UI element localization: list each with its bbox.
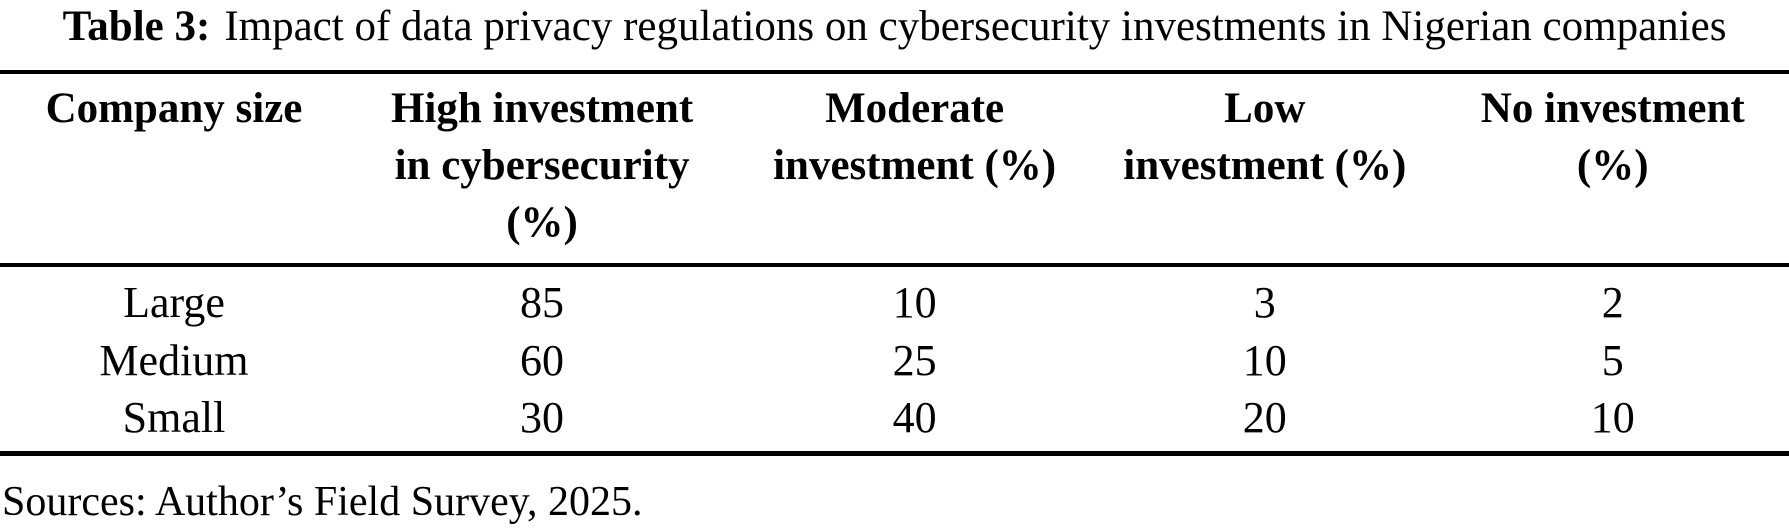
cell-value: 5: [1601, 335, 1624, 385]
column-header-high-investment: High investment in cybersecurity (%): [390, 85, 694, 246]
cell-value: 60: [520, 335, 565, 385]
column-header-low-investment: Low investment (%): [1123, 85, 1407, 189]
row-label: Medium: [99, 335, 249, 385]
table-caption: Table 3: Impact of data privacy regulatio…: [0, 2, 1789, 52]
cell-value: 2: [1601, 278, 1624, 327]
cell-value: 40: [892, 393, 937, 442]
table-row-large: Large 85 10 3 2: [0, 274, 1789, 332]
table-header-rule: [0, 263, 1789, 267]
cell-value: 10: [892, 278, 937, 327]
column-header-company-size: Company size: [45, 85, 303, 132]
table-source-note: Sources: Author’s Field Survey, 2025.: [2, 479, 643, 525]
table-caption-text: Impact of data privacy regulations on cy…: [224, 3, 1727, 50]
cell-value: 30: [520, 393, 565, 442]
table-header-row: Company size High investment in cybersec…: [0, 80, 1789, 251]
row-label: Small: [122, 393, 226, 442]
cell-value: 25: [892, 335, 937, 385]
cell-value: 10: [1590, 393, 1635, 442]
table-caption-label: Table 3:: [62, 3, 211, 50]
cell-value: 20: [1242, 393, 1287, 442]
row-label: Large: [123, 278, 225, 327]
table-top-rule: [0, 70, 1789, 74]
table-row-medium: Medium 60 25 10 5: [0, 332, 1789, 390]
cell-value: 10: [1242, 335, 1287, 385]
column-header-moderate-investment: Moderate investment (%): [773, 85, 1057, 189]
table-row-small: Small 30 40 20 10: [0, 389, 1789, 447]
table-bottom-rule: [0, 451, 1789, 456]
cell-value: 85: [520, 278, 565, 327]
table-body: Large 85 10 3 2 Medium 60 25 10 5 Small …: [0, 274, 1789, 447]
column-header-no-investment: No investment (%): [1480, 85, 1745, 189]
cell-value: 3: [1253, 278, 1276, 327]
